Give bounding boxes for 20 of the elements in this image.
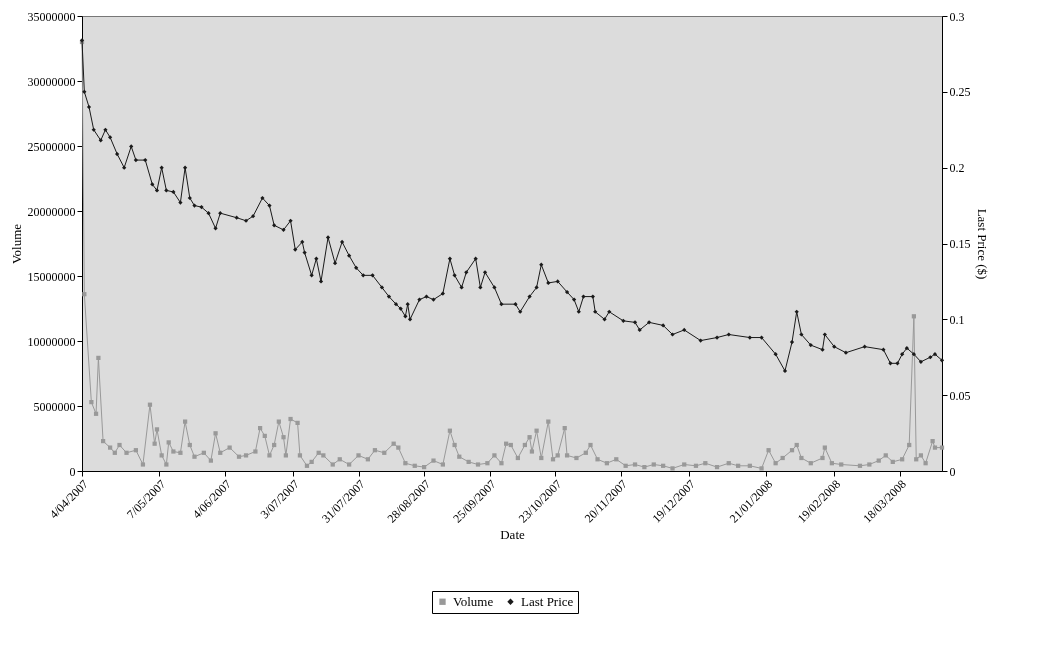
y2-tick-label: 0.2	[949, 161, 965, 176]
legend-label: Volume	[453, 593, 494, 609]
legend-label: Last Price	[521, 593, 574, 609]
y2-tick-label: 0.3	[949, 9, 965, 24]
y-tick-label: 35000000	[27, 9, 76, 24]
y-tick-label: 5000000	[33, 399, 76, 414]
y-tick-label: 20000000	[27, 204, 76, 219]
x-axis-title: Date	[500, 526, 525, 542]
y-tick-label: 0	[69, 464, 76, 479]
y-tick-label: 25000000	[27, 139, 76, 154]
y2-tick-label: 0	[949, 464, 956, 479]
y2-tick-label: 0.1	[949, 312, 965, 327]
y-tick-label: 10000000	[27, 334, 76, 349]
y2-axis-title: Last Price ($)	[974, 208, 990, 280]
y2-tick-label: 0.05	[949, 388, 971, 403]
y2-tick-label: 0.15	[949, 237, 971, 251]
y-tick-label: 15000000	[27, 269, 76, 284]
y-tick-label: 30000000	[27, 74, 76, 89]
y-axis-title: Volume	[8, 223, 24, 265]
y2-tick-label: 0.25	[949, 85, 971, 100]
